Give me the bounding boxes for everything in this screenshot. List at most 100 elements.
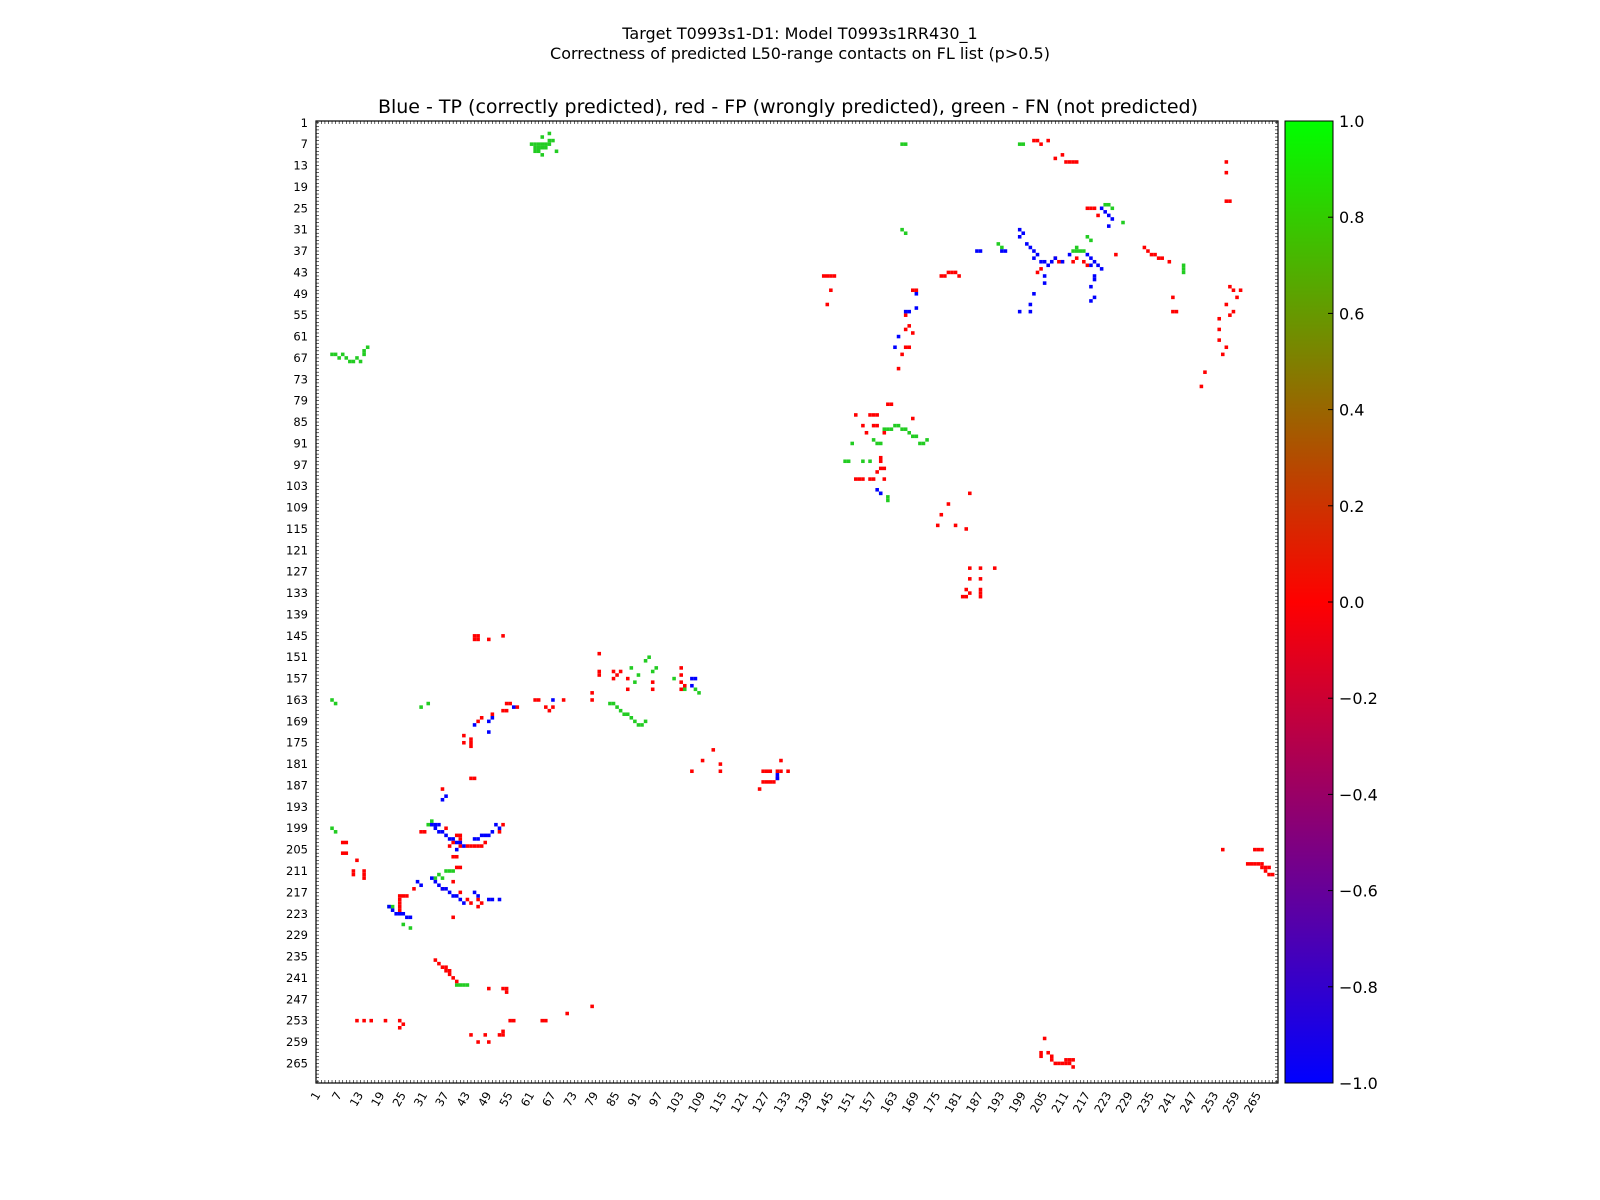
contact-cell-fp [968, 491, 972, 496]
contact-cell-fp [1203, 370, 1207, 374]
contact-cell-fn [540, 145, 545, 150]
contact-cell-fn [918, 441, 922, 446]
contact-cell-fp [1224, 170, 1229, 175]
x-tick-label: 175 [920, 1089, 943, 1115]
contact-cell-fp [864, 430, 869, 435]
contact-cell-tp [490, 716, 495, 720]
y-tick-label: 133 [286, 586, 308, 600]
contact-cell-tp [440, 830, 445, 834]
contact-cell-fp [1071, 1058, 1075, 1062]
contact-cell-fp [1260, 865, 1264, 870]
contact-cell-fp [476, 719, 480, 724]
y-tick-label: 253 [286, 1014, 308, 1028]
contact-cell-fp [682, 683, 687, 688]
contact-cell-fp [483, 840, 488, 845]
contact-cell-fp [914, 288, 919, 293]
contact-cell-fp [1074, 160, 1079, 164]
contact-cell-fp [1217, 338, 1221, 342]
contact-cell-fp [1228, 199, 1232, 203]
contact-cell-fp [397, 904, 402, 909]
colorbar-tick-label: −0.4 [1339, 785, 1378, 804]
contact-cell-fp [1174, 309, 1179, 314]
contact-cell-tp [1085, 252, 1090, 257]
contact-cell-fn [351, 359, 356, 364]
contact-cell-tp [1089, 284, 1093, 289]
contact-cell-fn [878, 441, 883, 446]
contact-cell-tp [511, 705, 516, 709]
x-tick-label: 235 [1134, 1089, 1157, 1115]
contact-cell-fp [487, 1040, 491, 1044]
contact-cell-fp [501, 634, 505, 638]
contact-cell-fp [761, 769, 765, 774]
contact-cell-fp [1060, 153, 1065, 157]
contact-cell-fp [1071, 259, 1075, 264]
contact-cell-fp [412, 887, 416, 891]
contact-cell-fn [1089, 238, 1093, 243]
y-tick-label: 61 [293, 330, 308, 344]
contact-cell-fp [903, 313, 908, 317]
contact-cell-fp [1032, 138, 1036, 143]
contact-cell-fn [536, 149, 541, 154]
contact-cell-fp [397, 894, 402, 898]
contact-cell-fp [1199, 384, 1204, 389]
contact-cell-tp [1103, 210, 1107, 214]
contact-cell-fn [903, 142, 908, 146]
x-tick-label: 127 [749, 1089, 772, 1115]
x-tick-label: 43 [454, 1089, 473, 1109]
contact-cell-fn [1074, 245, 1079, 250]
contact-cell-fp [1057, 259, 1061, 264]
contact-cell-fn [693, 687, 698, 692]
contact-cell-fp [825, 302, 830, 307]
contact-cell-fp [882, 477, 887, 481]
contact-cell-fp [871, 477, 876, 481]
contact-cell-fp [458, 865, 463, 870]
contact-cell-tp [451, 894, 455, 898]
contact-cell-tp [458, 897, 463, 902]
contact-cell-fn [344, 356, 349, 360]
contact-cell-tp [1053, 256, 1058, 260]
axes-title: Blue - TP (correctly predicted), red - F… [378, 96, 1198, 118]
x-tick-label: 229 [1113, 1089, 1136, 1115]
contact-cell-fp [832, 274, 837, 278]
contact-cell-fp [907, 324, 912, 328]
contact-cell-fp [355, 1018, 359, 1023]
contact-cell-fp [903, 327, 908, 332]
colorbar-tick-label: −0.8 [1339, 978, 1378, 997]
contact-cell-fp [611, 676, 616, 681]
contact-cell-fn [390, 904, 395, 909]
contact-cell-tp [462, 844, 466, 848]
y-tick-label: 187 [286, 778, 308, 792]
contact-cell-fp [1228, 284, 1232, 289]
contact-cell-fp [1153, 252, 1157, 257]
contact-cell-tp [1110, 217, 1115, 221]
contact-cell-fn [636, 723, 641, 727]
contact-cell-fp [1171, 309, 1175, 314]
x-tick-label: 25 [389, 1089, 408, 1109]
contact-cell-fp [950, 270, 954, 275]
contact-cell-tp [1092, 259, 1097, 264]
contact-cell-fn [633, 680, 637, 684]
contact-cell-fp [1263, 869, 1268, 873]
x-tick-label: 67 [539, 1089, 558, 1109]
contact-cell-fp [487, 986, 491, 991]
contact-cell-fp [764, 769, 769, 774]
contact-cell-fp [871, 413, 876, 417]
contact-cell-fn [636, 673, 641, 677]
contact-cell-tp [1017, 227, 1022, 232]
contact-cell-tp [1060, 259, 1065, 264]
contact-cell-fp [1064, 1058, 1068, 1062]
contact-cell-fp [768, 769, 773, 774]
contact-cell-tp [490, 830, 495, 834]
contact-cell-tp [690, 676, 694, 681]
contact-cell-fp [472, 844, 477, 848]
contact-cell-fp [469, 1033, 473, 1037]
x-tick-label: 115 [706, 1089, 729, 1115]
y-tick-label: 121 [286, 543, 308, 557]
contact-cell-fn [465, 983, 470, 987]
contact-cell-fp [1089, 206, 1093, 211]
contact-cell-fn [846, 459, 851, 464]
y-tick-label: 223 [286, 907, 308, 921]
contact-cell-fn [618, 708, 623, 713]
contact-cell-fp [1039, 142, 1043, 146]
y-tick-label: 55 [293, 308, 308, 322]
